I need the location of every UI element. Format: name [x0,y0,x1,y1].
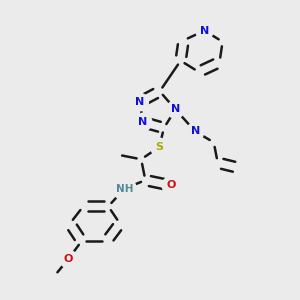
Text: N: N [138,117,148,127]
Text: N: N [135,97,144,107]
Text: N: N [190,127,200,136]
Circle shape [162,177,180,194]
Text: NH: NH [116,184,133,194]
Circle shape [113,177,136,200]
Circle shape [131,93,148,111]
Circle shape [60,250,77,268]
Text: S: S [155,142,163,152]
Circle shape [167,100,184,118]
Circle shape [134,113,152,131]
Text: O: O [166,181,176,190]
Circle shape [196,22,213,39]
Circle shape [151,138,168,156]
Text: N: N [200,26,209,36]
Text: N: N [171,104,180,114]
Circle shape [186,123,204,140]
Text: O: O [64,254,73,264]
